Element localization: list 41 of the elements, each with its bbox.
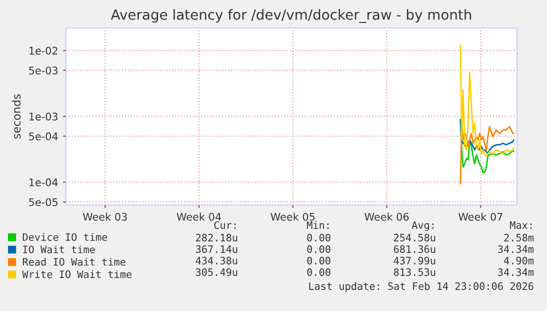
y-tick-label: 1e-03 (29, 112, 58, 120)
text: 367.14u (196, 245, 238, 253)
x-tick-label: Week 03 (82, 212, 127, 221)
text: 681.36u (394, 245, 436, 253)
text: 434.38u (196, 256, 238, 264)
y-tick-label: 5e-03 (29, 66, 58, 74)
line-series (460, 44, 514, 157)
text: Cur: (214, 221, 236, 229)
text: 0.00 (307, 256, 330, 264)
y-tick-label: 5e-05 (29, 198, 58, 206)
text: 2.58m (504, 234, 534, 242)
x-tick-label: Week 07 (458, 212, 502, 221)
y-tick-label: 5e-04 (29, 132, 58, 140)
line-series (460, 120, 514, 174)
chart-title: Average latency for /dev/vm/docker_raw - by month (110, 9, 472, 23)
legend-label: IO Wait time (23, 245, 95, 254)
text: Max: (510, 221, 532, 229)
text: 0.00 (307, 268, 330, 276)
y-axis-title: seconds (12, 94, 21, 139)
text: 305.49u (196, 268, 238, 276)
text: 0.00 (307, 245, 330, 253)
legend-label: Write IO Wait time (22, 270, 132, 278)
text: Min: (307, 221, 329, 229)
y-tick-label: 1e-04 (29, 178, 58, 186)
text: 254.58u (394, 234, 436, 242)
text: 4.90m (504, 256, 534, 264)
x-tick-label: Week 04 (176, 212, 221, 221)
text: 437.99u (394, 256, 436, 264)
text: 0.00 (307, 234, 330, 242)
text: 34.34m (498, 268, 534, 276)
legend-label: Read IO Wait time (22, 258, 126, 266)
text: 282.18u (196, 234, 238, 242)
text: 813.53u (394, 268, 436, 276)
x-tick-label: Week 05 (270, 212, 315, 221)
y-tick-label: 1e-02 (29, 46, 58, 55)
x-tick-label: Week 06 (364, 212, 409, 221)
text: Avg: (412, 221, 434, 231)
text: Last update: Sat Feb 14 23:00:06 2026 (309, 282, 534, 292)
text: 34.34m (498, 245, 534, 253)
legend-label: Device IO time (22, 233, 108, 241)
line-series (460, 118, 514, 154)
